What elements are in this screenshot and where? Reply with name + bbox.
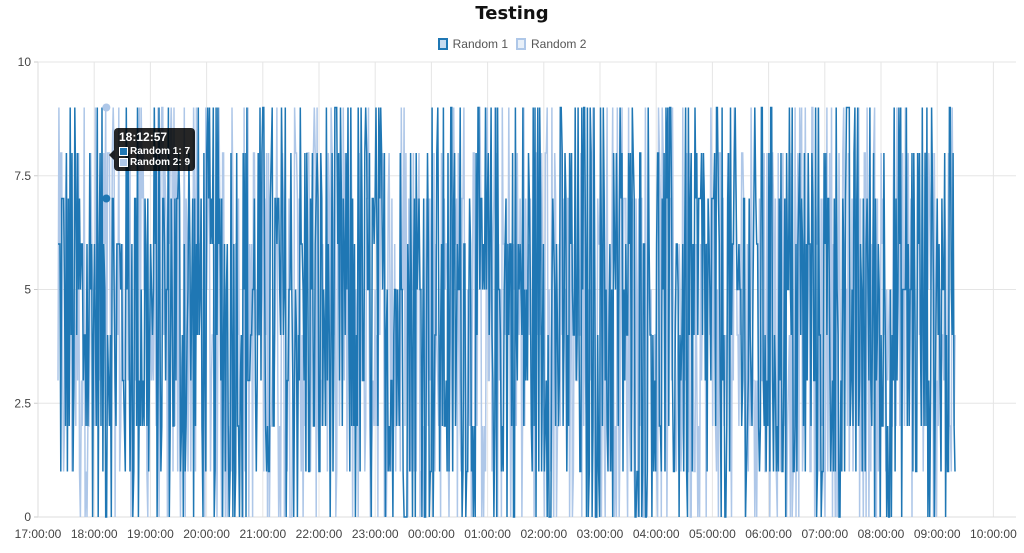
- tooltip-value-random-2: Random 2: 9: [130, 157, 191, 168]
- x-tick-label: 03:00:00: [577, 527, 624, 541]
- x-tick-label: 22:00:00: [296, 527, 343, 541]
- legend-label: Random 2: [531, 37, 587, 51]
- x-tick-label: 01:00:00: [464, 527, 511, 541]
- legend-item-random-1[interactable]: Random 1: [437, 37, 508, 51]
- x-tick-label: 23:00:00: [352, 527, 399, 541]
- y-tick-label: 2.5: [14, 396, 31, 410]
- x-tick-label: 17:00:00: [15, 527, 62, 541]
- chart-title: Testing: [475, 3, 549, 24]
- legend-label: Random 1: [452, 37, 508, 51]
- x-tick-label: 21:00:00: [239, 527, 286, 541]
- x-tick-label: 10:00:00: [970, 527, 1017, 541]
- tooltip-row-random-2: Random 2: 9: [119, 157, 190, 168]
- x-tick-label: 06:00:00: [745, 527, 792, 541]
- x-tick-label: 04:00:00: [633, 527, 680, 541]
- y-tick-label: 10: [18, 55, 32, 69]
- x-tick-label: 19:00:00: [127, 527, 174, 541]
- tooltip-value-random-1: Random 1: 7: [130, 146, 191, 157]
- y-tick-label: 7.5: [14, 169, 31, 183]
- hover-point-random-2: [102, 103, 111, 112]
- hover-point-random-1: [102, 194, 111, 203]
- legend-swatch-random-2: [516, 38, 526, 50]
- tooltip-row-random-1: Random 1: 7: [119, 146, 190, 157]
- x-tick-label: 07:00:00: [801, 527, 848, 541]
- y-tick-label: 0: [24, 510, 31, 524]
- x-tick-label: 20:00:00: [183, 527, 230, 541]
- legend: Random 1 Random 2: [0, 37, 1024, 51]
- x-tick-label: 00:00:00: [408, 527, 455, 541]
- legend-item-random-2[interactable]: Random 2: [516, 37, 586, 51]
- tooltip: 18:12:57 Random 1: 7 Random 2: 9: [108, 128, 196, 171]
- x-tick-label: 18:00:00: [71, 527, 118, 541]
- x-tick-label: 08:00:00: [858, 527, 905, 541]
- series-random-1-line[interactable]: [58, 106, 956, 518]
- legend-swatch-random-1: [437, 38, 448, 50]
- x-tick-label: 02:00:00: [520, 527, 567, 541]
- tooltip-time: 18:12:57: [119, 130, 168, 144]
- y-tick-label: 5: [24, 283, 31, 297]
- x-tick-label: 09:00:00: [914, 527, 961, 541]
- x-tick-label: 05:00:00: [689, 527, 736, 541]
- tooltip-swatch-icon: [119, 158, 128, 167]
- tooltip-swatch-icon: [119, 147, 128, 156]
